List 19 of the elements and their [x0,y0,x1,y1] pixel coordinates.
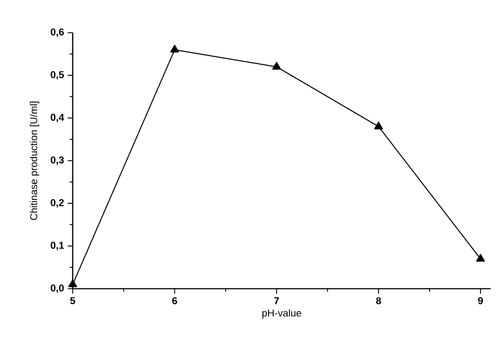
x-tick-label: 7 [274,297,279,304]
y-tick-label: 0,6 [50,28,64,37]
x-tick-label: 6 [172,297,178,304]
x-axis-title: pH-value [262,309,302,318]
y-tick-label: 0,5 [50,71,64,80]
y-tick-label: 0,4 [50,114,64,122]
x-tick-label: 9 [478,297,483,304]
point [374,122,383,130]
point [68,279,78,288]
point [170,44,180,53]
y-tick-label: 0,0 [50,284,64,293]
y-axis-title: Chitinase production [U/ml] [30,102,40,220]
point [272,62,281,70]
y-tick-label: 0,1 [50,242,64,250]
y-tick-label: 0,3 [50,156,64,165]
x-tick-label: 8 [376,297,382,304]
x-tick-label: 5 [70,297,76,304]
point [476,254,485,262]
y-tick-label: 0,2 [50,199,64,208]
